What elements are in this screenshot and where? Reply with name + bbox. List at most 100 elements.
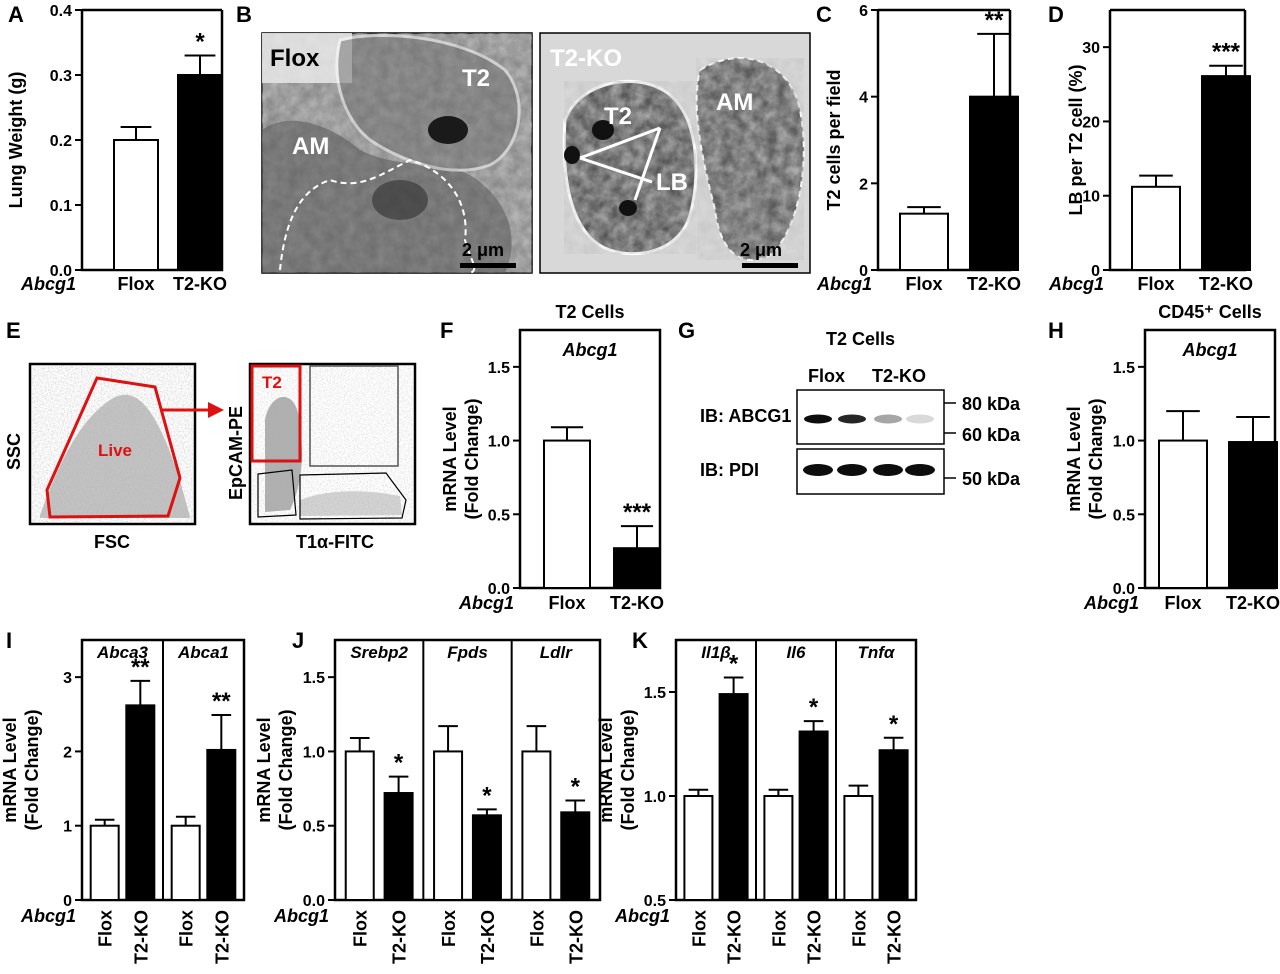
chart-h-gene: Abcg1 [1181, 340, 1237, 360]
panel-label-c: C [816, 2, 832, 27]
chart-k-bar-t2-ko [718, 693, 749, 902]
chart-i-ylabel-line1: mRNA Level [0, 717, 20, 822]
chart-a-ytick-label: 0.0 [50, 263, 72, 280]
chart-k-bar-flox [683, 795, 714, 901]
western-row-pdi: IB: PDI [700, 460, 759, 480]
chart-f-row-label: Abcg1 [458, 593, 514, 613]
chart-j-ylabel-line2: (Fold Change) [276, 710, 296, 831]
chart-k-bar-t2-ko [878, 749, 909, 901]
chart-i-category-label: T2-KO [212, 910, 232, 964]
facs-ylabel-epcam: EpCAM-PE [226, 406, 246, 500]
chart-a-row-label: Abcg1 [20, 274, 76, 294]
western-marker-80: 80 kDa [962, 394, 1021, 414]
chart-h-ylabel-line1: mRNA Level [1064, 406, 1084, 511]
chart-d-ylabel: LB per T2 cell (%) [1066, 64, 1086, 215]
western-band-abcg1 [874, 414, 902, 424]
chart-i-gene-label: Abca1 [177, 643, 229, 662]
panel-label-i: I [6, 628, 12, 653]
chart-k-category-label: T2-KO [885, 910, 905, 964]
western-band-pdi [873, 464, 903, 476]
facs-ylabel-ssc: SSC [4, 433, 24, 470]
chart-k-category-label: Flox [689, 910, 709, 947]
chart-f-bar-flox [543, 439, 591, 590]
chart-f-category-label: Flox [548, 593, 585, 613]
chart-j-ytick-label: 1.5 [303, 670, 325, 687]
chart-j-gene-label: Fpds [447, 643, 488, 662]
chart-j-category-label: T2-KO [478, 910, 498, 964]
chart-f-category-label: T2-KO [610, 593, 664, 613]
chart-k-gene-label: Il6 [787, 643, 806, 662]
chart-a-ytick-label: 0.3 [50, 68, 72, 85]
chart-k: 0.5 1.0 1.5 mRNA Level (Fold Change) Abcg1 Il1… [596, 638, 918, 964]
chart-j-gene-label: Srebp2 [350, 643, 408, 662]
chart-k-bar-flox [843, 795, 874, 901]
chart-f-title: T2 Cells [555, 302, 624, 322]
chart-i-row-label: Abcg1 [20, 906, 76, 926]
chart-j-bar-flox [521, 750, 552, 902]
chart-c-ytick-label: 4 [859, 90, 868, 107]
chart-d-category-label: Flox [1137, 274, 1174, 294]
chart-a-category-label: Flox [117, 274, 154, 294]
chart-i-category-label: Flox [177, 910, 197, 947]
facs-plot-t2-gate: T2 T1α-FITC EpCAM-PE [226, 362, 417, 552]
chart-a-bar-flox [113, 139, 159, 271]
chart-f-significance-t2-ko: *** [623, 499, 652, 526]
chart-f-ytick-label: 1.5 [488, 360, 510, 377]
chart-c-row-label: Abcg1 [816, 274, 872, 294]
chart-a-significance-t2-ko: * [195, 29, 205, 56]
chart-i-ytick-label: 3 [63, 670, 72, 687]
chart-k-category-label: Flox [849, 910, 869, 947]
chart-j-frame [333, 638, 602, 902]
em-ko-t2-label: T2 [604, 103, 632, 130]
chart-k-frame [674, 638, 918, 902]
panel-label-h: H [1048, 318, 1064, 343]
chart-j-ytick-label: 1.0 [303, 744, 325, 761]
chart-j-significance-t2-ko: * [394, 750, 404, 777]
chart-j-bar-flox [433, 750, 464, 902]
chart-j-ytick-label: 0.5 [303, 819, 325, 836]
panel-label-j: J [292, 628, 304, 653]
chart-i-gene-label: Abca3 [96, 643, 149, 662]
chart-f: 0.0 0.5 1.0 1.5 mRNA Level (Fold Change) T2 Ce… [440, 302, 664, 613]
panel-label-a: A [8, 2, 24, 27]
chart-j-ylabel-line1: mRNA Level [254, 717, 274, 822]
chart-j-significance-t2-ko: * [482, 782, 492, 809]
em-flox-t2-label: T2 [462, 65, 490, 92]
chart-j-row-label: Abcg1 [273, 906, 329, 926]
chart-i-significance-t2-ko: ** [212, 688, 231, 715]
western-marker-60: 60 kDa [962, 425, 1021, 445]
chart-f-ytick-label: 0.0 [488, 581, 510, 598]
chart-a-category-label: T2-KO [173, 274, 227, 294]
chart-j-bar-t2-ko [560, 811, 591, 901]
chart-h-category-label: Flox [1164, 593, 1201, 613]
chart-h-bar-t2-ko [1228, 441, 1278, 589]
chart-j: 0.0 0.5 1.0 1.5 mRNA Level (Fold Change) Abcg1… [254, 638, 602, 964]
chart-h-ytick-label: 1.0 [1113, 434, 1135, 451]
em-image-flox: Flox T2 AM 2 μm [261, 32, 533, 274]
chart-a-ytick-label: 0.1 [50, 198, 72, 215]
western-group-ko: T2-KO [872, 366, 926, 386]
chart-i-bar-flox [89, 824, 120, 902]
chart-d-row-label: Abcg1 [1048, 274, 1104, 294]
chart-k-ytick-label: 0.5 [644, 893, 666, 910]
chart-c-bar-flox [899, 212, 949, 272]
chart-h-ytick-label: 1.5 [1113, 360, 1135, 377]
chart-h-category-label: T2-KO [1226, 593, 1280, 613]
chart-k-row-label: Abcg1 [614, 906, 670, 926]
chart-k-category-label: Flox [769, 910, 789, 947]
chart-k-significance-t2-ko: * [729, 650, 739, 677]
chart-c-ytick-label: 0 [859, 263, 868, 280]
panel-label-b: B [236, 2, 252, 27]
chart-c: 0 2 4 6 T2 cells per field Abcg1 ** Flox T2-KO [816, 3, 1021, 294]
em-flox-label: Flox [270, 45, 320, 72]
western-band-abcg1 [906, 414, 934, 424]
chart-i-category-label: T2-KO [131, 910, 151, 964]
chart-f-ylabel-line2: (Fold Change) [462, 399, 482, 520]
chart-i-bar-flox [170, 824, 201, 902]
chart-h-ytick-label: 0.0 [1113, 581, 1135, 598]
facs-xlabel-fsc: FSC [94, 532, 130, 552]
chart-c-ytick-label: 6 [859, 3, 868, 20]
chart-k-significance-t2-ko: * [809, 694, 819, 721]
em-ko-label: T2-KO [550, 45, 622, 72]
em-flox-am-label: AM [292, 133, 329, 160]
